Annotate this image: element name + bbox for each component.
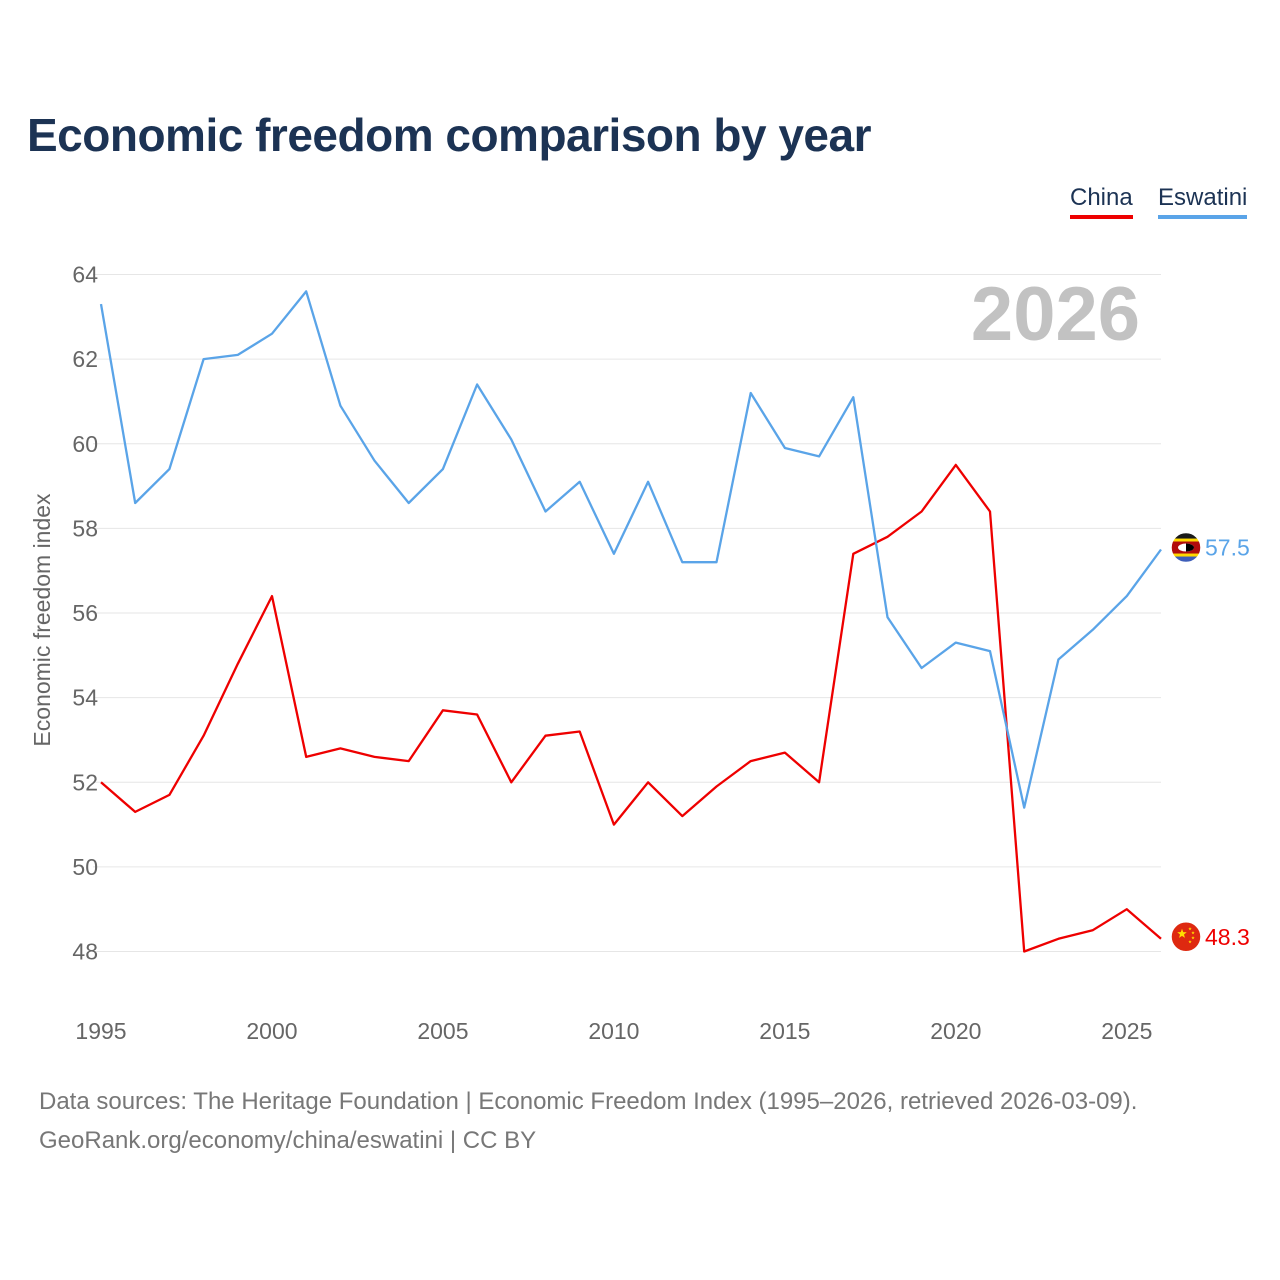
china-flag-icon: [1170, 921, 1202, 953]
x-axis-ticks: 1995 2000 2005 2010 2015 2020 2025: [75, 1018, 1152, 1044]
end-value-china: 48.3: [1205, 924, 1250, 950]
eswatini-flag-icon: [1170, 531, 1202, 564]
x-tick-label: 1995: [75, 1018, 126, 1044]
end-value-eswatini: 57.5: [1205, 535, 1250, 561]
series-line-china[interactable]: [100, 463, 1162, 953]
x-tick-label: 2000: [246, 1018, 297, 1044]
series-line-eswatini[interactable]: [99, 290, 1162, 809]
y-tick-label: 58: [72, 515, 98, 541]
x-tick-label: 2020: [930, 1018, 981, 1044]
legend-item-eswatini[interactable]: Eswatini: [1158, 184, 1248, 219]
y-tick-label: 48: [72, 939, 98, 965]
y-tick-label: 56: [72, 600, 98, 626]
year-watermark: 2026: [971, 272, 1140, 357]
y-tick-label: 60: [72, 431, 98, 457]
y-tick-label: 50: [72, 854, 98, 880]
x-tick-label: 2025: [1101, 1018, 1152, 1044]
x-tick-label: 2010: [588, 1018, 639, 1044]
y-axis-label: Economic freedom index: [29, 493, 55, 747]
x-tick-label: 2005: [417, 1018, 468, 1044]
chart-title: Economic freedom comparison by year: [27, 109, 872, 161]
legend-item-china[interactable]: China: [1070, 184, 1133, 219]
series-lines: [99, 290, 1162, 953]
x-tick-label: 2015: [759, 1018, 810, 1044]
grid-lines: [93, 274, 1161, 952]
y-axis-ticks: 48 50 52 54 56 58 60 62 64: [72, 262, 98, 965]
y-tick-label: 64: [72, 262, 98, 288]
y-tick-label: 52: [72, 769, 98, 795]
credit-link[interactable]: GeoRank.org/economy/china/eswatini | CC …: [39, 1127, 537, 1154]
line-chart: 2026 48 50 52 54 56 58 60 62 64 1995 2000 2005 2010…: [29, 262, 1250, 1045]
y-tick-label: 62: [72, 346, 98, 372]
data-source-note: Data sources: The Heritage Foundation | …: [39, 1088, 1138, 1115]
y-tick-label: 54: [72, 685, 98, 711]
series-endpoints: 48.3 57.5: [1170, 531, 1250, 953]
